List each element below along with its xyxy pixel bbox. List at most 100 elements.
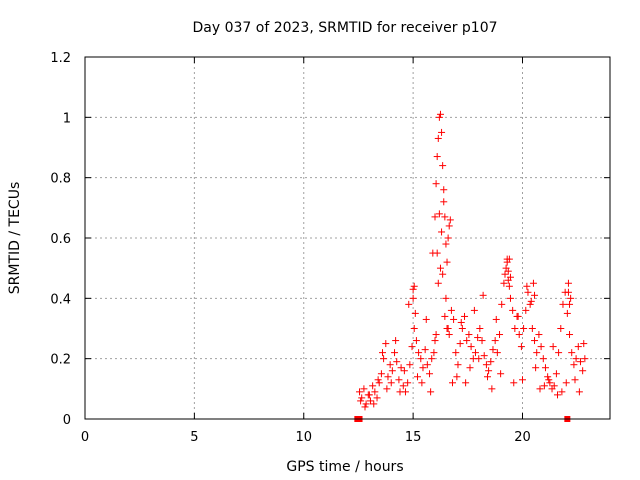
data-point — [497, 370, 505, 378]
data-point — [421, 346, 429, 354]
y-tick-label: 0 — [63, 413, 71, 428]
data-point — [447, 306, 455, 314]
data-point — [571, 376, 579, 384]
data-point — [411, 309, 419, 317]
data-point — [576, 358, 584, 366]
data-point — [450, 315, 458, 323]
y-axis-label: SRMTID / TECUs — [7, 182, 23, 295]
data-point — [366, 397, 374, 405]
data-point — [430, 349, 438, 357]
data-point — [580, 340, 588, 348]
y-tick-label: 1 — [63, 111, 71, 126]
data-point — [562, 379, 570, 387]
x-tick-label: 15 — [405, 430, 422, 445]
data-point — [476, 325, 484, 332]
data-point — [524, 288, 532, 296]
data-point — [442, 240, 450, 248]
data-point — [435, 210, 443, 218]
data-point — [559, 300, 567, 308]
data-point — [417, 355, 425, 363]
data-point — [470, 306, 478, 314]
data-point — [567, 294, 575, 302]
data-point — [419, 364, 427, 372]
data-point — [375, 379, 383, 387]
data-point — [555, 349, 563, 357]
data-point — [549, 343, 557, 351]
data-point — [409, 294, 417, 302]
data-point — [434, 279, 442, 287]
data-point — [400, 367, 408, 375]
data-point — [520, 325, 528, 332]
data-point — [396, 388, 404, 396]
data-point — [579, 367, 587, 375]
y-tick-label: 0.2 — [50, 353, 71, 368]
data-point — [493, 349, 501, 357]
data-point — [528, 325, 536, 332]
x-tick-label: 0 — [81, 430, 89, 445]
data-point — [511, 325, 519, 332]
data-point — [387, 379, 395, 387]
data-point — [440, 198, 448, 206]
data-point — [566, 331, 574, 339]
data-point — [466, 364, 474, 372]
data-point — [435, 113, 443, 121]
data-point — [458, 325, 466, 332]
data-point — [510, 379, 518, 387]
x-tick-labels: 0 5 10 15 20 — [81, 430, 531, 445]
y-tick-label: 0.8 — [50, 172, 71, 187]
data-point — [395, 376, 403, 384]
data-point — [535, 331, 543, 339]
data-point — [545, 376, 553, 384]
data-point — [461, 312, 469, 320]
data-point — [540, 382, 548, 390]
data-point — [465, 331, 473, 339]
data-point — [408, 343, 416, 351]
data-point — [443, 258, 451, 266]
data-point — [382, 340, 390, 348]
data-point — [570, 361, 578, 369]
data-point — [362, 400, 370, 408]
data-point — [522, 306, 530, 314]
data-point — [428, 355, 436, 363]
data-point — [498, 300, 506, 308]
data-point — [431, 337, 439, 345]
data-point — [393, 358, 401, 366]
data-point — [515, 331, 523, 339]
data-point — [500, 279, 508, 287]
data-point — [357, 397, 365, 405]
data-point — [541, 364, 549, 372]
data-point — [356, 388, 364, 396]
data-point — [463, 337, 471, 345]
data-point — [552, 370, 560, 378]
data-point — [434, 134, 442, 142]
data-point — [452, 349, 460, 357]
data-point — [514, 312, 522, 320]
data-point — [575, 388, 583, 396]
data-point — [445, 331, 453, 339]
data-point — [506, 273, 514, 281]
data-point — [406, 361, 414, 369]
data-point — [478, 337, 486, 345]
data-point — [397, 364, 405, 372]
data-point — [391, 349, 399, 357]
data-point — [529, 279, 537, 287]
data-point — [550, 382, 558, 390]
data-point — [431, 213, 439, 221]
x-axis-label: GPS time / hours — [286, 459, 403, 475]
data-point — [505, 282, 513, 290]
data-point — [533, 349, 541, 357]
data-point — [410, 282, 418, 290]
data-point — [377, 370, 385, 378]
data-point — [566, 300, 574, 308]
data-point — [383, 385, 391, 393]
data-point — [504, 267, 512, 275]
data-point — [444, 234, 452, 242]
data-point — [492, 315, 500, 323]
data-point — [517, 343, 525, 351]
data-point — [453, 373, 461, 381]
data-point — [404, 379, 412, 387]
data-point — [371, 388, 379, 396]
data-point — [526, 300, 534, 308]
data-point — [388, 367, 396, 375]
